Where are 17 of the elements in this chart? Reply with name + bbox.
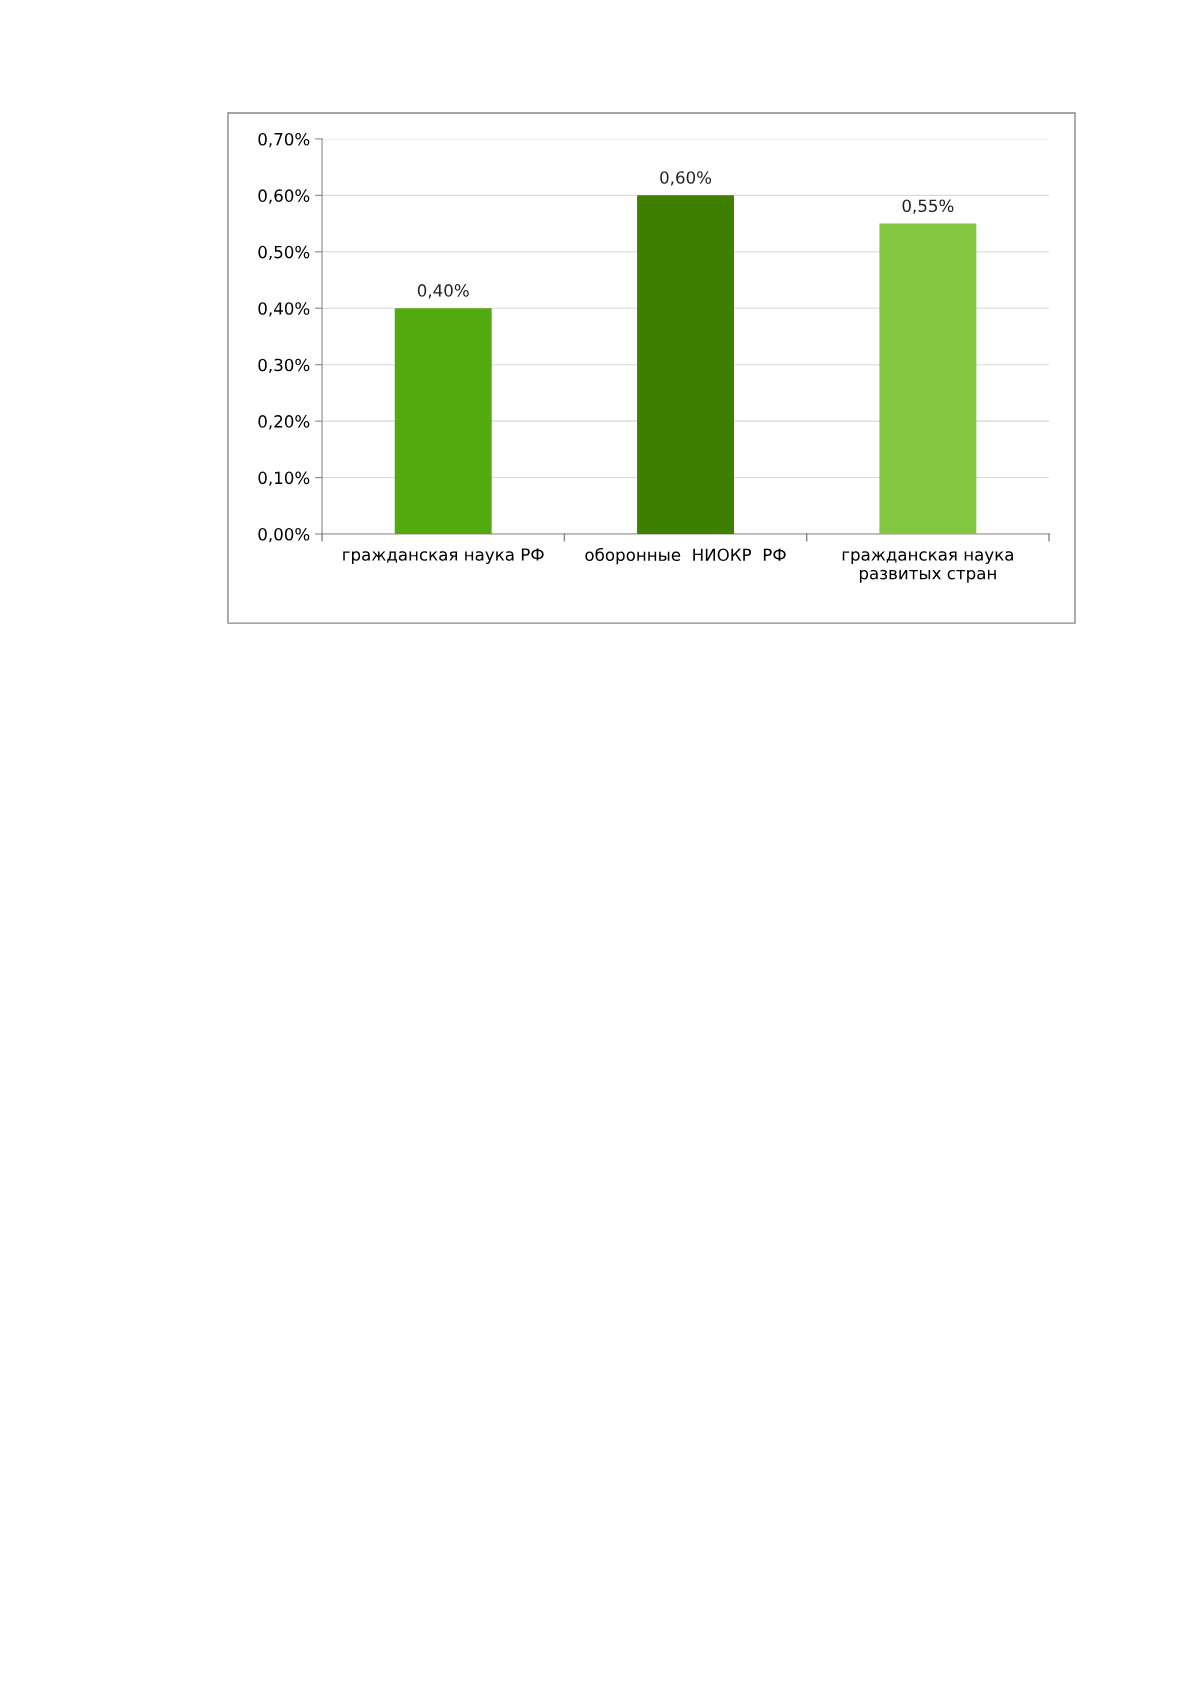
- y-tick-label: 0,50%: [258, 245, 310, 261]
- y-tick-label: 0,00%: [258, 527, 310, 543]
- y-tick-label: 0,40%: [258, 302, 310, 317]
- x-tick-label: гражданская наука развитых стран: [842, 551, 1013, 583]
- y-tick-label: 0,30%: [258, 358, 310, 373]
- x-tick-label: гражданская наука РФ: [343, 548, 544, 565]
- y-tick-label: 0,70%: [258, 132, 310, 148]
- y-tick-label: 0,60%: [258, 189, 310, 204]
- data-label: 0,40%: [417, 284, 469, 299]
- bar: [879, 223, 977, 534]
- data-label: 0,55%: [902, 199, 954, 214]
- bar: [637, 195, 735, 534]
- y-tick-label: 0,20%: [258, 415, 310, 430]
- bar: [394, 308, 492, 534]
- x-tick-label: оборонные НИОКР РФ: [585, 547, 786, 565]
- y-tick-label: 0,10%: [258, 471, 310, 486]
- data-label: 0,60%: [660, 171, 712, 186]
